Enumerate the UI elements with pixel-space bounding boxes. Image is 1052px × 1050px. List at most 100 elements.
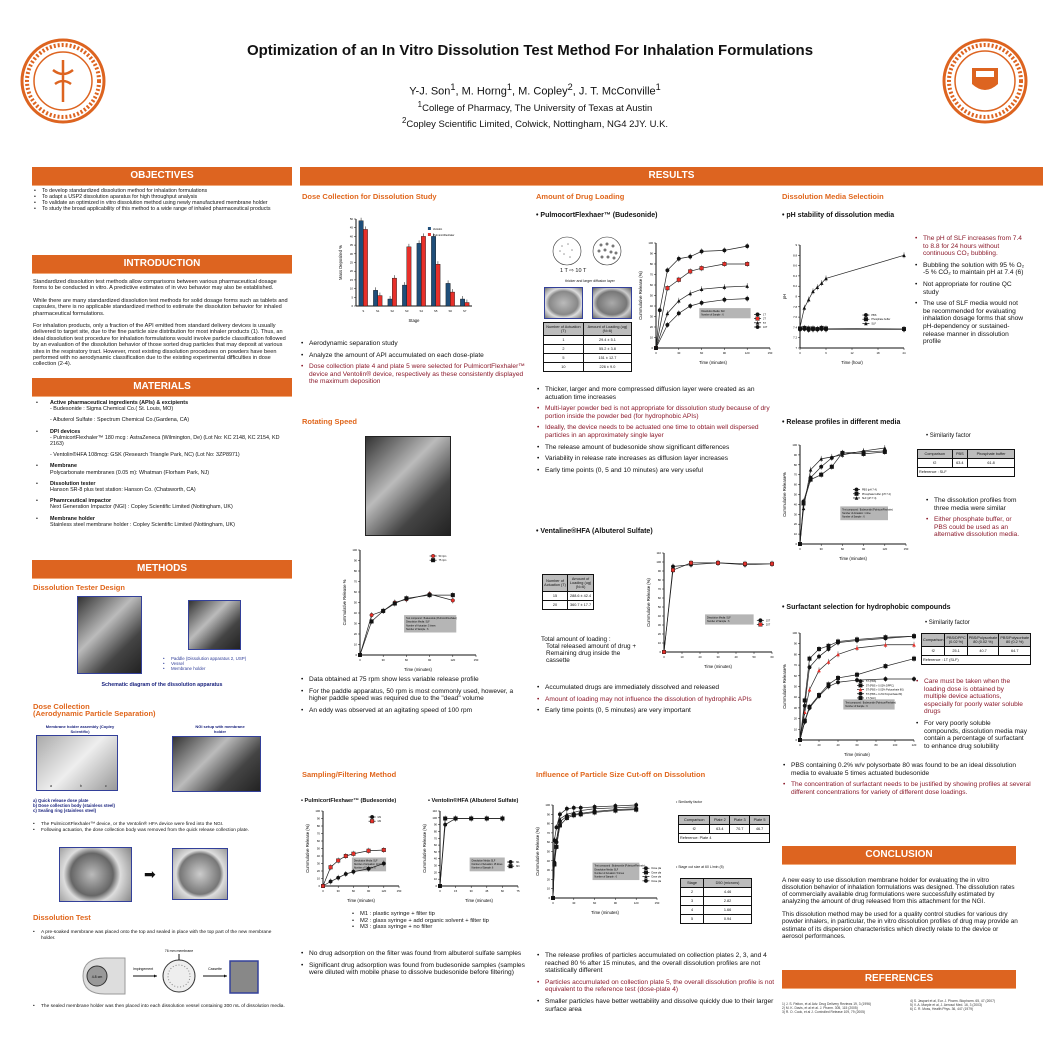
list-item: a) Quick release dose plate: [33, 798, 89, 803]
data-point: [676, 277, 681, 282]
x-tick-label: 40: [836, 743, 840, 747]
author: J. T. McConville: [578, 85, 656, 98]
table-cell: 2: [679, 887, 705, 897]
table-cell: 2: [543, 344, 584, 354]
legend-label: Dose plate 4: [651, 876, 661, 879]
table-cell: PBS/Polysorbate 80 (0.02 %): [966, 633, 1000, 647]
data-point: [883, 677, 888, 682]
data-point: [351, 869, 356, 874]
introduction-text: Standardized dissolution test methods al…: [33, 279, 291, 374]
data-point: [826, 682, 831, 687]
data-point: [745, 244, 750, 249]
y-tick-label: 50: [547, 850, 551, 854]
list-item: 1) J. S. Patton, et al Adv. Drug Deliver…: [782, 1002, 871, 1006]
paragraph: A new easy to use dissolution membrane h…: [782, 877, 1015, 906]
list-item: M3 : glass syringe + no filter: [352, 924, 489, 931]
bar: [402, 284, 407, 307]
x-tick-label: 90: [862, 547, 866, 551]
table-cell: 25.1: [944, 646, 968, 656]
data-point: [662, 649, 667, 654]
data-point: [854, 496, 859, 500]
y-tick-label: 100: [648, 241, 653, 245]
chart-info-text: Number of Actuation: 5 times: [406, 624, 436, 627]
legend-label: SLF (pH 7.4): [862, 497, 876, 500]
chart-info-box: [469, 857, 505, 872]
data-point: [824, 276, 828, 281]
y-tick-label: 80: [658, 578, 662, 582]
bar: [373, 290, 378, 307]
table-row: 3 2.82: [679, 896, 752, 906]
legend-label: Phosphate buffer (pH 7.4): [862, 493, 891, 496]
author: M. Copley: [518, 85, 568, 98]
x-tick-label: 0: [322, 889, 324, 893]
membrane-holder-caption: Membrane holder assembly (Copley Scienti…: [45, 724, 115, 734]
rotating-speed-heading: Rotating Speed: [302, 417, 358, 426]
chart-info-text: Number of Sample: 6: [472, 867, 494, 870]
table-cell: f2: [677, 824, 711, 834]
data-point: [722, 297, 727, 302]
bar: [431, 236, 436, 307]
chart-info-text: Number of Sample: 6: [354, 867, 376, 870]
dose-collection-bar-chart: 0 5 10 15 20 25 30 35 40 45 50 Mass Deposited % Stag…: [338, 217, 472, 323]
x-tick-label: S7: [463, 309, 467, 313]
data-point: [665, 322, 670, 327]
y-tick-label: 0: [795, 738, 797, 742]
data-point: [858, 695, 863, 700]
data-point: [381, 861, 386, 866]
x-tick-label: 0: [663, 655, 665, 659]
x-axis-label: Time (minute): [844, 752, 870, 757]
series-1: [321, 847, 386, 888]
y-tick-label: 50: [794, 685, 798, 689]
data-point: [381, 608, 386, 613]
table-cell: 61.8: [967, 458, 1015, 468]
chart-info-box: [843, 699, 895, 710]
data-point: [665, 268, 670, 273]
step-label: Impingement: [133, 967, 153, 971]
sampling-methods-list: M1 : plastic syringe + filter tipM2 : gl…: [352, 911, 489, 931]
ph-stability-chart: 7 7.2 7.4 7.6 7.8 8 8.2 8.4 8.6 8.8 9 pH Time (hour)…: [782, 243, 906, 365]
membrane-holder-diagram: 4.8 cm Impingement 76 mm membrane Casset…: [82, 949, 259, 995]
heading-subtext: (Aerodynamic Particle Separation): [33, 709, 156, 718]
table-cell: 288.6 ± 42.4: [567, 591, 594, 601]
y-tick-label: 25: [350, 261, 354, 265]
subheading-text: Release profiles in different media: [786, 419, 901, 426]
data-point: [557, 812, 562, 817]
y-tick-label: 0: [548, 896, 550, 900]
series-1: [358, 592, 455, 657]
rotating-speed-bullets: Data obtained at 75 rpm show less variab…: [301, 676, 531, 718]
y-tick-label: 0: [355, 653, 357, 657]
x-tick-label: 120: [912, 743, 917, 747]
list-item: Care must be taken when the loading dose…: [916, 678, 1028, 716]
data-point: [858, 683, 863, 688]
y-tick-label: 80: [317, 824, 321, 828]
rotating-vessel-photo: [365, 436, 451, 536]
data-point: [819, 472, 824, 477]
list-item: An eddy was observed at an agitating spe…: [301, 707, 531, 715]
data-point: [855, 646, 859, 650]
data-point: [854, 672, 859, 677]
y-tick-label: 7.2: [793, 336, 797, 340]
bar: [392, 277, 397, 307]
list-item: Analyze the amount of API accumulated on…: [301, 352, 529, 360]
table-cell: 5: [679, 914, 705, 924]
list-item: Data obtained at 75 rpm show less variab…: [301, 676, 531, 684]
table-cell: Phosphate buffer: [967, 449, 1015, 459]
bullet: •: [36, 515, 38, 522]
membrane-holder-assembly-photo: a b c: [36, 735, 118, 791]
series-3: [551, 802, 639, 900]
y-tick-label: 90: [658, 569, 662, 573]
paragraph: Standardized dissolution test methods al…: [33, 279, 277, 292]
series-line: [439, 818, 503, 887]
table-row: f2 63.4 61.8: [917, 458, 1015, 468]
y-tick-label: 40: [658, 614, 662, 618]
dissolution-test-heading: Dissolution Test: [33, 913, 91, 922]
list-item: Early time points (0, 5 and 10 minutes) …: [537, 467, 775, 475]
data-point: [343, 871, 348, 876]
data-point: [381, 848, 386, 853]
y-tick-label: 50: [794, 493, 798, 497]
chart-info-text: Test compound : Budesonide (PulmicortFle…: [406, 617, 457, 620]
data-point: [806, 326, 811, 331]
10t-membrane-photo: [592, 287, 632, 319]
y-tick-label: 60: [650, 283, 654, 287]
